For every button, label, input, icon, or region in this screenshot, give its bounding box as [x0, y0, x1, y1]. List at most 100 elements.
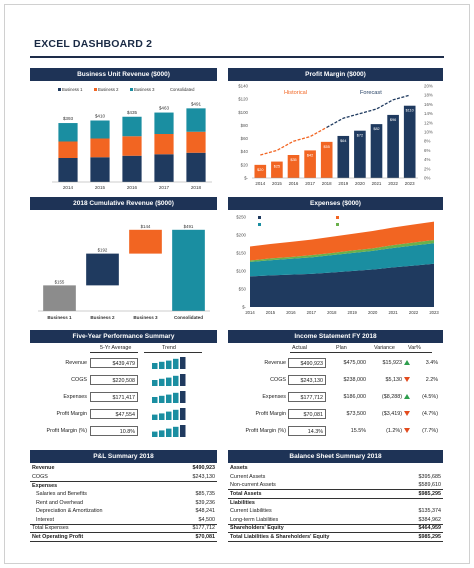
x-tick: 2023 — [405, 181, 415, 186]
area-series — [250, 243, 434, 277]
pl-row-interest: Interest $4,500 — [30, 515, 217, 525]
annotation-historical: Historical — [284, 90, 307, 96]
bar-value-label: $35 — [290, 158, 296, 162]
legend-swatch — [58, 88, 61, 91]
trend-bar — [166, 360, 172, 369]
x-tick: Business 1 — [47, 315, 72, 320]
y-tick: $40 — [241, 149, 249, 154]
y2-tick: 20% — [424, 84, 433, 89]
y-tick: $120 — [238, 97, 248, 102]
row-label: Profit Margin — [255, 411, 286, 417]
trend-bar — [166, 377, 172, 386]
bs-label: Liabilities — [230, 499, 255, 506]
bar-segment — [154, 154, 174, 182]
plan-value: $73,500 — [346, 411, 367, 417]
trend-bar — [152, 397, 158, 403]
bar — [254, 164, 267, 178]
variance-value: $15,923 — [382, 360, 403, 366]
row-label: COGS — [270, 377, 286, 383]
x-tick: 2018 — [327, 310, 337, 315]
y-tick: $140 — [238, 84, 248, 89]
bs-row-equity: Shareholders' Equity $464,959 — [228, 524, 443, 534]
bu-revenue-header: Business Unit Revenue ($000) — [30, 68, 217, 81]
y-tick: $50 — [239, 287, 247, 292]
margin-line-forecast — [326, 94, 410, 128]
area-series — [250, 221, 434, 261]
bar-value-label: $155 — [55, 279, 65, 284]
bar — [43, 285, 76, 311]
y2-tick: 2% — [424, 166, 430, 171]
area-series — [250, 263, 434, 307]
x-tick: 2023 — [429, 310, 439, 315]
bar-value-label: $144 — [141, 224, 151, 229]
x-tick: 2019 — [348, 310, 358, 315]
bar-segment — [122, 155, 142, 182]
total-label: $410 — [95, 114, 106, 119]
legend-label: Interest — [341, 222, 356, 227]
cumulative-revenue-chart: $155 Business 1 $192 Business 2 $144 Business… — [38, 224, 210, 320]
y2-tick: 16% — [424, 102, 433, 107]
trend-bar — [166, 428, 172, 437]
bar-segment — [90, 157, 110, 182]
arrow-shape — [404, 394, 410, 399]
trend-sparkline — [152, 408, 186, 420]
row-label: Revenue — [65, 360, 87, 366]
bar-segment — [90, 120, 110, 139]
varpct-value: (7.7%) — [422, 428, 438, 434]
pl-value: $70,081 — [167, 532, 217, 542]
x-tick: 2016 — [286, 310, 296, 315]
row-label: Expenses — [262, 394, 286, 400]
income-header-rule — [290, 352, 432, 353]
variance-value: (1.2%) — [386, 428, 402, 434]
bs-row-liabilities: Liabilities — [228, 498, 443, 507]
trend-sparkline — [152, 374, 186, 386]
bs-value: $464,959 — [399, 524, 443, 534]
bar — [370, 124, 383, 178]
profit-margin-header: Profit Margin ($000) — [228, 68, 443, 81]
income-row: Expenses $177,712 $186,000 ($8,288) (4.5%) — [228, 390, 443, 404]
bar — [403, 105, 416, 178]
legend-label: Consolidated — [170, 87, 195, 92]
col-underline — [90, 352, 138, 353]
x-tick: 2018 — [322, 181, 332, 186]
y2-tick: 14% — [424, 111, 433, 116]
y-tick: $20 — [241, 162, 249, 167]
bs-row-total-le: Total Liabilities & Shareholders' Equity… — [228, 532, 443, 542]
expenses-chart: $250 $200 $150 $100 $50 $-2014 2015 2016 2017 201… — [236, 215, 439, 316]
pl-header: P&L Summary 2018 — [30, 450, 217, 463]
five-year-row: COGS $220,508 — [30, 373, 217, 387]
pl-row-salaries: Salaries and Benefits $85,735 — [30, 490, 217, 499]
bs-row-lt-liab: Long-term Liabilities $384,962 — [228, 515, 443, 525]
bs-label: Total Liabilities & Shareholders' Equity — [228, 532, 400, 542]
profit-margin-chart: $140 $120 $100 $80 $60 $40 $20 $- 20% 18% 16% 14% 12… — [238, 84, 433, 187]
y-tick: $60 — [241, 136, 249, 141]
x-tick: 2017 — [159, 185, 170, 190]
trend-bar — [159, 378, 165, 386]
pl-row-total-expenses: Total Expenses $177,712 — [30, 524, 217, 534]
legend-label: Business 1 — [62, 87, 83, 92]
y-tick: $- — [244, 176, 248, 181]
col-underline — [144, 352, 202, 353]
bu-revenue-chart: Business 1 Business 2 Business 3 Consolidat… — [52, 87, 212, 190]
x-tick: 2020 — [368, 310, 378, 315]
arrow-down-icon — [404, 428, 410, 433]
trend-bar — [152, 431, 158, 437]
pl-row-cogs: COGS $243,130 — [30, 472, 217, 482]
arrow-shape — [404, 377, 410, 382]
balance-table: Assets Current Assets $395,685 Non-curren… — [228, 464, 443, 542]
plan-value: $475,000 — [343, 360, 366, 366]
x-tick: 2021 — [388, 310, 398, 315]
y-tick: $- — [242, 305, 246, 310]
y-tick: $200 — [236, 233, 246, 238]
margin-line-historical — [260, 126, 328, 156]
y-tick: $100 — [236, 269, 246, 274]
bar-segment — [122, 136, 142, 156]
trend-bar — [180, 357, 186, 369]
bs-label: Total Assets — [228, 489, 400, 499]
bar-value-label: $55 — [324, 145, 330, 149]
bs-value: $985,295 — [399, 532, 443, 542]
bs-value: $384,962 — [399, 515, 443, 525]
pl-label: Depreciation & Amortization — [36, 508, 103, 515]
plan-value: $238,000 — [343, 377, 366, 383]
arrow-shape — [404, 360, 410, 365]
